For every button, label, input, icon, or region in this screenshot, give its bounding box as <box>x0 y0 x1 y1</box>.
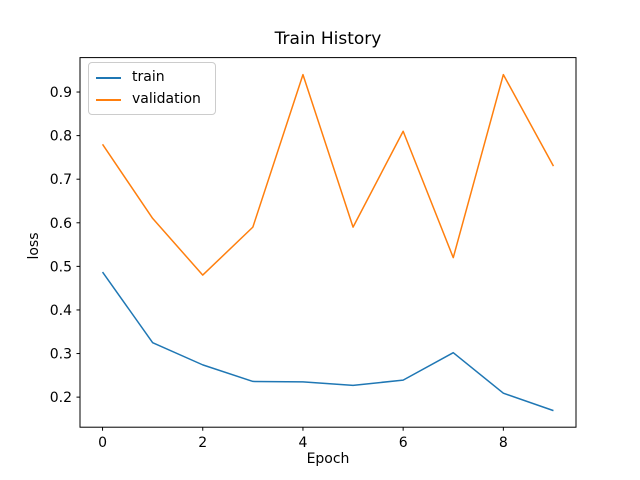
x-axis-label: Epoch <box>306 451 350 467</box>
chart-title: Train History <box>274 29 382 49</box>
x-tick-label: 8 <box>499 435 508 451</box>
y-tick-label: 0.5 <box>50 259 72 275</box>
validation-line-swatch-icon <box>96 98 121 101</box>
legend-item-validation: validation <box>96 90 201 109</box>
train-line <box>101 271 554 412</box>
x-tick-label: 4 <box>298 435 307 451</box>
y-tick-label: 0.2 <box>50 390 72 406</box>
legend-label: train <box>132 69 165 85</box>
y-tick-label: 0.9 <box>50 85 72 101</box>
y-axis-label: loss <box>26 232 42 260</box>
axes-frame <box>79 57 577 428</box>
legend-label: validation <box>132 91 201 107</box>
y-tick-label: 0.7 <box>50 172 72 188</box>
legend-item-train: train <box>96 68 201 87</box>
x-tick-label: 2 <box>198 435 207 451</box>
x-tick-label: 0 <box>98 435 107 451</box>
y-tick-label: 0.8 <box>50 129 72 145</box>
legend: train validation <box>88 62 216 115</box>
train-line-swatch-icon <box>96 76 121 79</box>
y-tick-label: 0.4 <box>50 303 72 319</box>
y-tick-label: 0.6 <box>50 216 72 232</box>
validation-line <box>101 73 555 276</box>
y-tick-label: 0.3 <box>50 347 72 363</box>
x-tick-label: 6 <box>399 435 408 451</box>
